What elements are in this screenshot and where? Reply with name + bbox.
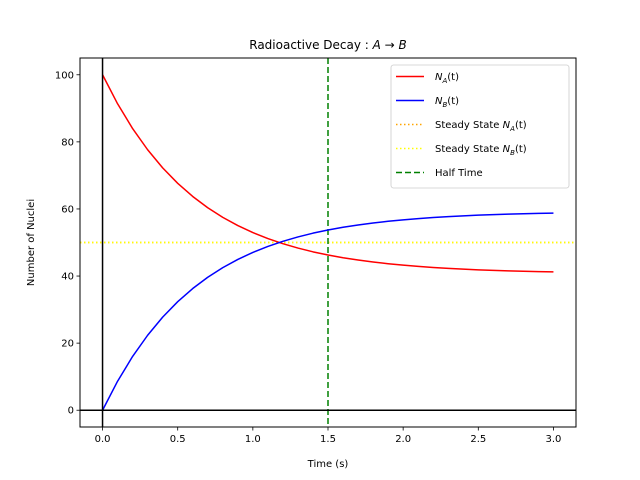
y-tick-label: 20	[61, 339, 74, 350]
x-tick-label: 2.0	[395, 434, 411, 445]
y-tick-label: 0	[68, 406, 74, 417]
legend-label-1: NB(t)	[435, 96, 459, 109]
plot-area	[80, 58, 576, 427]
y-tick-label: 60	[61, 204, 74, 215]
legend-label-0: NA(t)	[435, 72, 459, 85]
x-tick-label: 0.0	[95, 434, 111, 445]
chart-title: Radioactive Decay : A → B	[249, 38, 407, 52]
legend-label-2: Steady State NA(t)	[435, 120, 527, 133]
ticks: 0.0 0.5 1.0 1.5 2.0 2.5 3.0 0 20 40 60 80 100	[55, 70, 562, 445]
y-axis-title: Number of Nuclei	[26, 199, 37, 286]
x-axis-title: Time (s)	[307, 459, 349, 470]
x-tick-label: 1.0	[245, 434, 261, 445]
x-tick-label: 3.0	[546, 434, 562, 445]
y-tick-label: 40	[61, 272, 74, 283]
legend-label-3: Steady State NB(t)	[435, 144, 527, 157]
plot-content	[80, 58, 576, 427]
x-tick-label: 2.5	[470, 434, 486, 445]
series-line-a	[101, 74, 554, 273]
series-line-b	[101, 212, 554, 411]
y-tick-label: 100	[55, 70, 74, 81]
x-tick-label: 0.5	[170, 434, 186, 445]
legend-label-4: Half Time	[435, 168, 483, 179]
x-tick-label: 1.5	[320, 434, 336, 445]
y-tick-label: 80	[61, 137, 74, 148]
legend: NA(t) NB(t) Steady State NA(t) Steady State…	[390, 64, 570, 189]
legend-box	[390, 64, 570, 189]
